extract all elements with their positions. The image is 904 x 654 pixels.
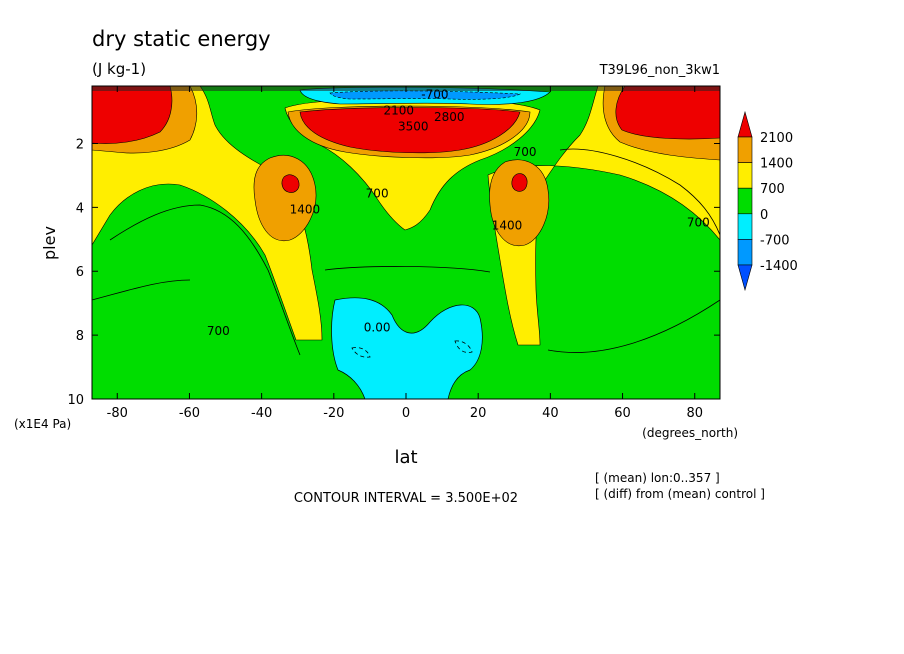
contour-label-0: 700 <box>207 324 230 338</box>
contour-fill-1400-nh <box>489 159 550 247</box>
contour-label-6: 700 <box>687 215 710 229</box>
colorbar: 2100 1400 700 0 -700 -1400 <box>737 110 798 292</box>
contour-line-350-mid <box>324 266 491 273</box>
contour-fill-1400-sh <box>253 155 317 242</box>
contour-line-350-sh <box>109 204 301 356</box>
colorbar-label-1: 1400 <box>760 157 793 172</box>
contour-fill-0-bottom <box>331 297 483 399</box>
contour-label-3: 0.00 <box>364 321 391 335</box>
contour-lines <box>92 148 720 358</box>
contour-fill-neg-top-dark <box>329 90 522 100</box>
contour-fill-2100-sh <box>281 174 300 193</box>
y-axis-label: plev <box>40 226 59 260</box>
y-tick-label-4: 10 <box>67 393 84 408</box>
y-tick-label-1: 4 <box>76 201 84 216</box>
chart-units: (J kg-1) <box>92 60 146 78</box>
note-mean: [ (mean) lon:0..357 ] <box>595 471 720 485</box>
colorbar-bin-5 <box>737 239 753 266</box>
contour-line-neg350-sh <box>351 347 371 358</box>
contour-label-1: 1400 <box>290 203 321 217</box>
contour-fill-2100-ulsh <box>92 86 173 144</box>
filled-contours <box>92 86 720 399</box>
x-axis: -80 -60 -40 -20 0 20 40 60 80 <box>107 86 703 421</box>
x-tick-label-1: -60 <box>179 406 200 421</box>
colorbar-bin-1 <box>737 136 753 163</box>
x-tick-label-0: -80 <box>107 406 128 421</box>
dataset-label: T39L96_non_3kw1 <box>599 63 720 78</box>
x-axis-label: lat <box>394 447 417 468</box>
x-tick-label-8: 80 <box>686 406 703 421</box>
y-tick-label-0: 2 <box>76 137 84 152</box>
contour-label-10: -700 <box>421 88 448 102</box>
contour-label-4: 1400 <box>492 219 523 233</box>
y-axis: 2 4 6 8 10 <box>67 137 720 408</box>
colorbar-bin-3 <box>737 187 753 215</box>
x-tick-label-4: 0 <box>402 406 410 421</box>
contour-labels: 700 1400 700 0.00 1400 700 700 3500 2800 2100 -700 <box>207 88 710 338</box>
colorbar-bin-4 <box>737 213 753 240</box>
x-tick-label-7: 60 <box>614 406 631 421</box>
contour-label-5: 700 <box>514 145 537 159</box>
contour-line-350-sh-b <box>92 279 191 301</box>
x-axis-units: (degrees_north) <box>642 426 738 440</box>
x-tick-label-2: -40 <box>251 406 272 421</box>
x-tick-label-6: 40 <box>542 406 559 421</box>
colorbar-label-3: 0 <box>760 208 768 223</box>
chart-title: dry static energy <box>92 27 271 51</box>
note-diff: [ (diff) from (mean) control ] <box>595 487 765 501</box>
colorbar-label-2: 700 <box>760 182 785 197</box>
colorbar-label-5: -1400 <box>760 259 798 274</box>
contour-label-9: 2100 <box>384 104 415 118</box>
contour-line-350-nh-b <box>547 299 720 353</box>
x-tick-label-5: 20 <box>470 406 487 421</box>
x-tick-label-3: -20 <box>323 406 344 421</box>
contour-fill-2100-nh <box>511 173 528 192</box>
y-tick-label-3: 8 <box>76 329 84 344</box>
contour-fill-2100-top <box>299 107 521 154</box>
contour-label-2: 700 <box>366 187 389 201</box>
colorbar-label-0: 2100 <box>760 131 793 146</box>
colorbar-bin-0 <box>737 110 753 138</box>
y-axis-units: (x1E4 Pa) <box>14 417 71 431</box>
colorbar-bin-6 <box>737 264 753 292</box>
colorbar-label-4: -700 <box>760 233 790 248</box>
contour-line-neg350-nh <box>454 340 473 353</box>
contour-interval: CONTOUR INTERVAL = 3.500E+02 <box>294 491 518 506</box>
contour-line-350-nh <box>559 148 720 236</box>
contour-label-8: 2800 <box>434 110 465 124</box>
colorbar-bin-2 <box>737 162 753 189</box>
contour-label-7: 3500 <box>398 120 429 134</box>
y-tick-label-2: 6 <box>76 265 84 280</box>
contour-fill-2100-ulnh <box>615 86 720 140</box>
